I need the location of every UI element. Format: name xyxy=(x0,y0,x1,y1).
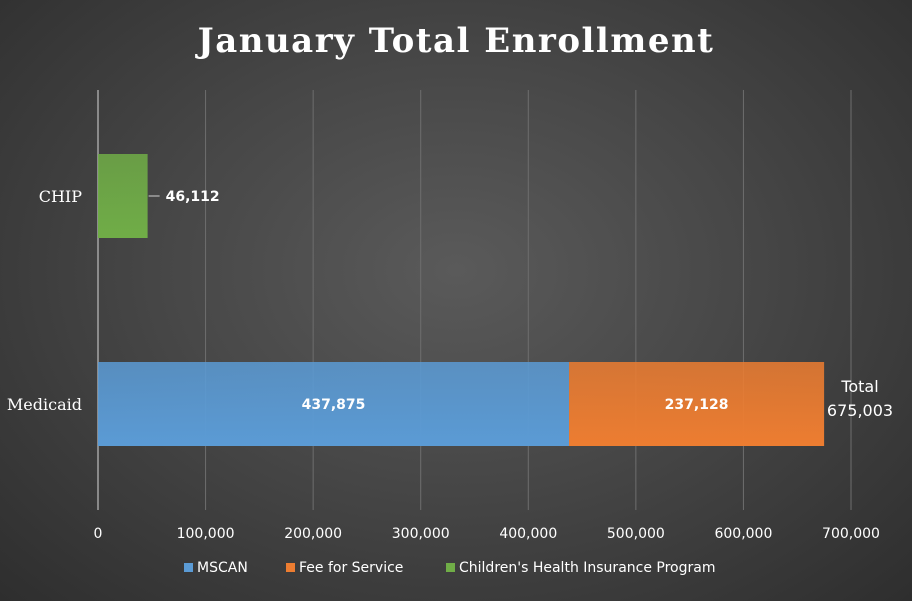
data-label: 437,875 xyxy=(302,397,366,413)
legend-swatch xyxy=(184,563,193,572)
legend-swatch xyxy=(446,563,455,572)
bars xyxy=(98,154,825,446)
legend-swatch xyxy=(286,563,295,572)
chart-title: January Total Enrollment xyxy=(195,21,715,61)
x-tick-label: 100,000 xyxy=(177,526,235,542)
category-label: CHIP xyxy=(39,187,83,206)
legend-label: MSCAN xyxy=(197,560,248,576)
legend-label: Children's Health Insurance Program xyxy=(459,560,715,576)
labels: 0 100,000 200,000 300,000 400,000 500,000 600,… xyxy=(7,187,893,542)
x-tick-label: 300,000 xyxy=(392,526,450,542)
x-tick-label: 0 xyxy=(94,526,103,542)
bar-segment xyxy=(569,362,825,446)
bar-segment xyxy=(98,362,570,446)
bar-segment xyxy=(98,154,148,238)
total-annotation: Total xyxy=(840,377,878,396)
x-tick-label: 600,000 xyxy=(714,526,772,542)
data-label: 237,128 xyxy=(665,397,729,413)
data-label: 46,112 xyxy=(166,189,220,205)
x-tick-label: 700,000 xyxy=(822,526,880,542)
legend: MSCAN Fee for Service Children's Health In… xyxy=(184,560,715,576)
legend-label: Fee for Service xyxy=(299,560,403,576)
x-tick-label: 500,000 xyxy=(607,526,665,542)
gridlines xyxy=(97,90,852,510)
total-annotation: 675,003 xyxy=(827,401,893,420)
x-tick-label: 400,000 xyxy=(499,526,557,542)
x-tick-label: 200,000 xyxy=(284,526,342,542)
category-label: Medicaid xyxy=(7,395,82,414)
